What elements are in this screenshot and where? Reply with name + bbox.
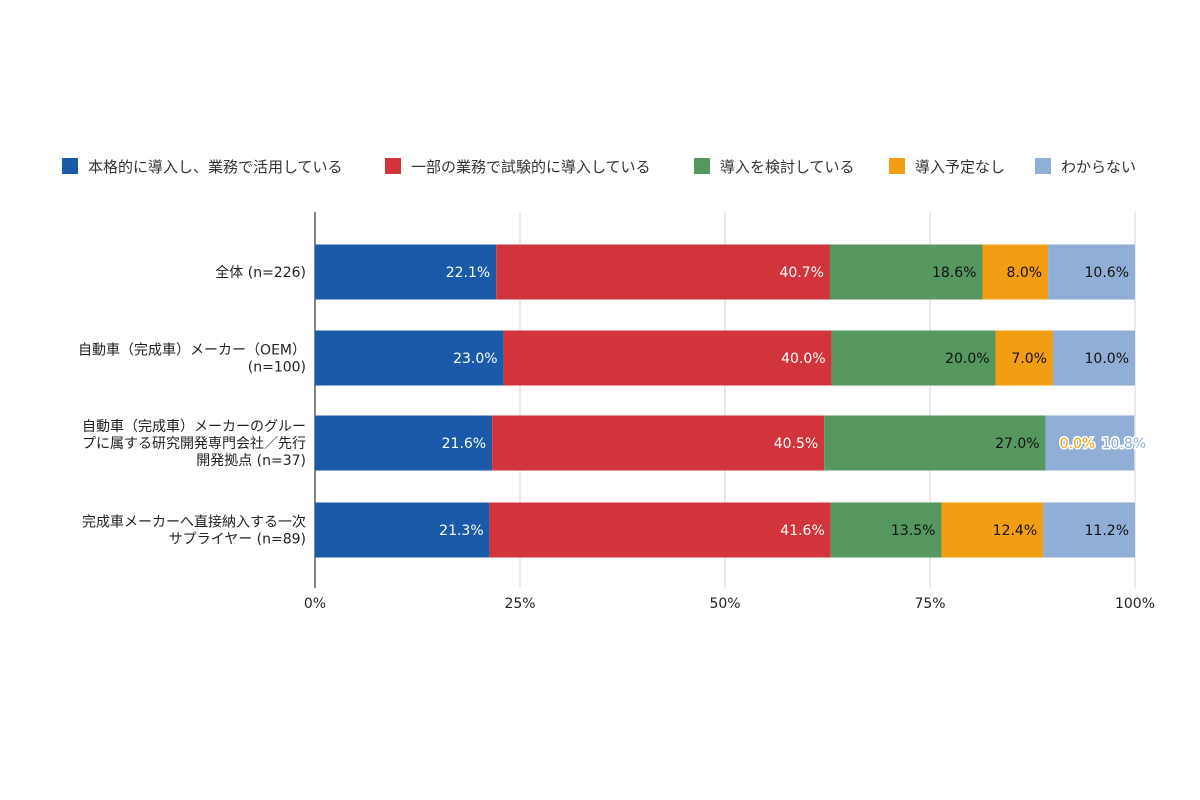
category-labels: 全体 (n=226) 自動車（完成車）メーカー（OEM）(n=100) 自動車（完成… (78, 264, 306, 548)
bar-segment (824, 415, 1046, 471)
data-label: 22.1% (446, 265, 490, 281)
bar-segment (831, 330, 996, 386)
legend-swatch (385, 158, 401, 174)
bar-segment (830, 502, 942, 558)
data-label: 23.0% (453, 351, 497, 367)
data-label: 40.7% (779, 265, 823, 281)
legend-label: 導入を検討している (720, 158, 855, 176)
bar-segment (496, 244, 830, 300)
bar-segment (1045, 415, 1135, 471)
data-label: 21.6% (442, 436, 486, 452)
data-label: 11.2% (1085, 523, 1129, 539)
legend-label: 本格的に導入し、業務で活用している (88, 158, 343, 176)
bar-segment (982, 244, 1049, 300)
data-label: 8.0% (1007, 265, 1043, 281)
data-label: 21.3% (439, 523, 483, 539)
legend-swatch (1035, 158, 1051, 174)
category-label: 完成車メーカーへ直接納入する一次 (82, 514, 306, 531)
data-label: 0.0% (1060, 436, 1096, 452)
category-label: 自動車（完成車）メーカー（OEM） (78, 342, 306, 359)
bar-segment (492, 415, 825, 471)
category-label: 自動車（完成車）メーカーのグルー (82, 418, 306, 435)
data-label: 10.0% (1085, 351, 1129, 367)
x-tick-label: 25% (504, 596, 535, 612)
bar-segment (1053, 330, 1135, 386)
bar-segment (315, 415, 493, 471)
data-label: 7.0% (1011, 351, 1047, 367)
x-tick-label: 0% (304, 596, 326, 612)
legend-label: わからない (1061, 158, 1136, 176)
bars: 22.1% 40.7% 18.6% 8.0% 10.6% 23.0% 40.0% 20.0% 7… (315, 244, 1148, 558)
x-tick-label: 50% (709, 596, 740, 612)
bar-segment (995, 330, 1053, 386)
legend: 本格的に導入し、業務で活用している 一部の業務で試験的に導入している 導入を検討して… (62, 158, 1136, 176)
data-label: 27.0% (995, 436, 1039, 452)
data-label: 10.8% (1102, 436, 1146, 452)
data-label: 40.5% (774, 436, 818, 452)
bar-segment (829, 244, 983, 300)
data-label: 13.5% (891, 523, 935, 539)
data-label: 10.6% (1085, 265, 1129, 281)
category-label: サプライヤー (n=89) (169, 532, 306, 548)
bar-segment (489, 502, 831, 558)
x-tick-label: 75% (914, 596, 945, 612)
data-label: 41.6% (780, 523, 824, 539)
bar-segment (315, 244, 497, 300)
data-label: 12.4% (993, 523, 1037, 539)
legend-swatch (889, 158, 905, 174)
data-label: 20.0% (945, 351, 989, 367)
data-label: 40.0% (781, 351, 825, 367)
category-label: プに属する研究開発専門会社／先行 (82, 436, 306, 452)
category-label: (n=100) (248, 360, 306, 376)
bar-segment (503, 330, 832, 386)
bar-segment (315, 502, 490, 558)
x-tick-label: 100% (1115, 596, 1155, 612)
category-label: 全体 (n=226) (215, 264, 306, 281)
category-label: 開発拠点 (n=37) (196, 453, 306, 469)
bar-segment (1048, 244, 1135, 300)
bar-segment (1043, 502, 1135, 558)
legend-swatch (62, 158, 78, 174)
bar-segment (941, 502, 1044, 558)
x-axis-ticks: 0% 25% 50% 75% 100% (304, 596, 1155, 612)
legend-label: 導入予定なし (915, 158, 1005, 176)
data-label: 18.6% (932, 265, 976, 281)
bar-segment (315, 330, 504, 386)
legend-label: 一部の業務で試験的に導入している (411, 158, 651, 176)
legend-swatch (694, 158, 710, 174)
